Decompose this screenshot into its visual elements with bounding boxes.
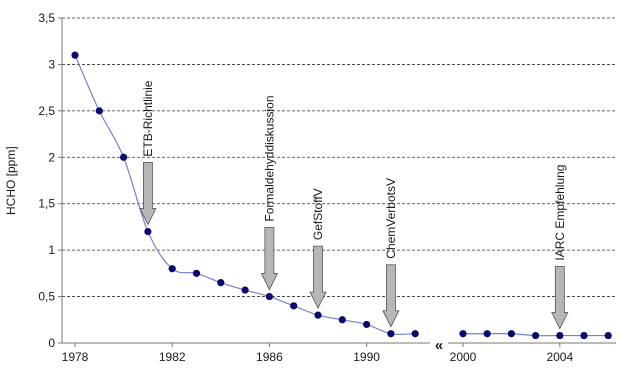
- data-point: [363, 320, 371, 329]
- data-point: [314, 311, 322, 319]
- y-tick-labels: 0 0,5 1 1,5 2 2,5 3 3,5: [38, 11, 55, 350]
- data-point: [338, 316, 346, 324]
- y-tick-label: 0,5: [38, 290, 55, 304]
- y-tick-label: 2,5: [38, 104, 55, 118]
- annotations: ETB-Richtlinie Formaldehyddiskussion GefSt…: [139, 80, 569, 330]
- grid-lines: [58, 17, 616, 344]
- data-point: [507, 330, 515, 338]
- annotation-label: ETB-Richtlinie: [141, 80, 155, 156]
- data-point: [290, 302, 298, 310]
- data-point: [95, 107, 103, 115]
- data-point: [192, 269, 201, 277]
- data-point: [120, 153, 128, 161]
- x-tick-label: 1982: [159, 350, 186, 364]
- annotation-label: ChemVerbotsV: [384, 178, 398, 259]
- data-point: [411, 330, 419, 338]
- x-tick-label: 2000: [450, 350, 477, 364]
- y-tick-label: 3: [48, 57, 55, 71]
- x-tick-label: 1990: [353, 350, 380, 364]
- data-point: [604, 331, 612, 340]
- annotation-arrow: [309, 245, 327, 310]
- data-point: [168, 265, 176, 273]
- data-point: [532, 331, 540, 340]
- annotation-label: Formaldehyddiskussion: [262, 96, 276, 222]
- axis-break-symbol: «: [435, 337, 443, 354]
- data-point: [556, 331, 564, 340]
- data-point: [241, 286, 249, 294]
- data-point: [459, 330, 467, 338]
- data-point: [483, 330, 491, 338]
- data-point: [265, 292, 273, 301]
- annotation-arrow: [260, 227, 279, 291]
- data-points: [71, 51, 612, 340]
- data-point: [387, 330, 395, 338]
- annotation-arrow: [382, 264, 400, 328]
- y-tick-label: 1,5: [38, 197, 55, 211]
- data-point: [144, 227, 152, 236]
- annotation-label: IARC Empfehlung: [553, 165, 567, 261]
- data-point: [580, 331, 588, 340]
- data-point: [71, 51, 79, 59]
- axes: «: [61, 18, 616, 354]
- data-point: [217, 279, 225, 287]
- x-tick-label: 2004: [546, 350, 573, 364]
- annotation-arrow: [551, 266, 569, 330]
- y-tick-label: 0: [48, 336, 55, 350]
- x-tick-label: 1986: [256, 350, 283, 364]
- annotation-arrow: [139, 162, 157, 226]
- y-tick-label: 2: [48, 150, 55, 164]
- x-tick-labels: 1978 1982 1986 1990 2000 2004: [62, 343, 573, 364]
- y-tick-label: 3,5: [38, 11, 55, 25]
- y-axis-title: HCHO [ppm]: [4, 146, 18, 215]
- annotation-label: GefStoffV: [311, 188, 325, 240]
- axis-break-gap: [430, 338, 448, 350]
- series-lines: [74, 54, 609, 337]
- x-tick-label: 1978: [62, 350, 89, 364]
- y-tick-label: 1: [48, 243, 55, 257]
